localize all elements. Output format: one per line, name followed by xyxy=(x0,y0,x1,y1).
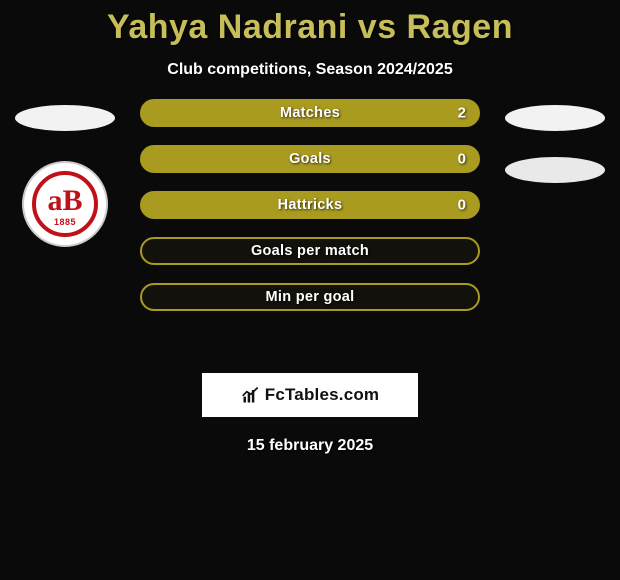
club-crest-year: 1885 xyxy=(54,217,76,227)
right-shadow-ellipse-1 xyxy=(505,105,605,131)
stat-bar-label: Goals per match xyxy=(251,243,369,259)
left-shadow-ellipse xyxy=(15,105,115,131)
bar-chart-icon xyxy=(241,385,261,405)
stat-bar-label: Hattricks xyxy=(278,197,343,213)
stat-bar-value: 0 xyxy=(458,151,466,168)
stat-bar-label: Min per goal xyxy=(266,289,355,305)
right-shadow-ellipse-2 xyxy=(505,157,605,183)
stat-bar-value: 2 xyxy=(458,105,466,122)
stat-bar: Min per goal xyxy=(140,283,480,311)
date-line: 15 february 2025 xyxy=(0,437,620,455)
stat-bar-label: Matches xyxy=(280,105,340,121)
club-crest-monogram: aB xyxy=(47,190,82,211)
brand-badge: FcTables.com xyxy=(202,373,418,417)
stat-bar: Hattricks 0 xyxy=(140,191,480,219)
stat-bar: Goals per match xyxy=(140,237,480,265)
subtitle: Club competitions, Season 2024/2025 xyxy=(0,61,620,79)
stat-bars: Matches 2 Goals 0 Hattricks 0 Goals per match M… xyxy=(140,99,480,329)
stat-bar: Goals 0 xyxy=(140,145,480,173)
left-player-column: aB 1885 xyxy=(10,107,120,247)
stat-bar-label: Goals xyxy=(289,151,331,167)
club-crest: aB 1885 xyxy=(22,161,108,247)
club-crest-ring: aB 1885 xyxy=(32,171,98,237)
comparison-stage: aB 1885 Matches 2 Goals 0 Hattricks 0 Goals pe… xyxy=(0,107,620,367)
stat-bar: Matches 2 xyxy=(140,99,480,127)
right-player-column xyxy=(500,107,610,183)
page-title: Yahya Nadrani vs Ragen xyxy=(0,0,620,47)
brand-text: FcTables.com xyxy=(265,385,380,405)
stat-bar-value: 0 xyxy=(458,197,466,214)
